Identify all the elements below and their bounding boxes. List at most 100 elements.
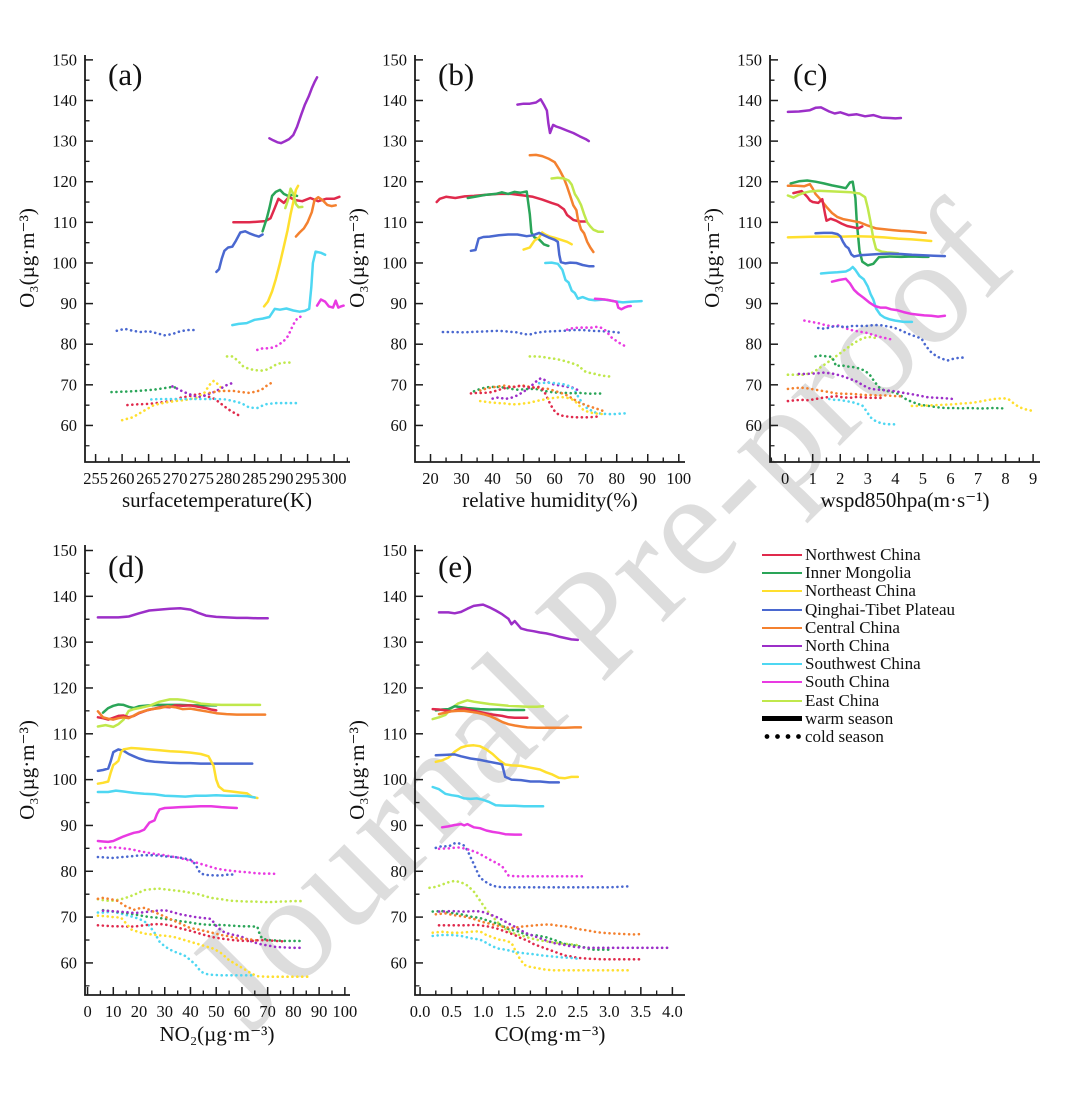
x-tick-label: 275 — [189, 469, 214, 488]
series-c-qinghai-tibet-plateau-warm — [814, 231, 947, 258]
series-d-north-china-warm — [96, 606, 269, 620]
y-tick-label: 80 — [391, 862, 408, 881]
panel-c-yaxis-label: O₃(µg·m⁻³) — [700, 208, 724, 308]
figure-page: { "watermark_text": "Journal Pre-proof",… — [15, 50, 1044, 1059]
series-c-south-china-cold — [803, 319, 894, 341]
series-e-northeast-china-warm — [434, 744, 580, 780]
series-d-east-china-cold — [96, 887, 305, 904]
series-b-northwest-china-warm — [435, 192, 587, 223]
panel-a-xaxis-label: surfacetemperature(K) — [121, 488, 313, 512]
series-d-southwest-china-warm — [96, 789, 257, 799]
series-c-east-china-cold — [786, 335, 881, 376]
series-d-qinghai-tibet-plateau-warm — [96, 748, 254, 773]
x-tick-label: 3 — [864, 469, 872, 488]
series-e-central-china-cold — [434, 912, 643, 936]
panel-e-xaxis-label: CO(mg·m⁻³) — [494, 1022, 606, 1046]
series-d-northeast-china-cold — [96, 914, 313, 978]
x-tick-label: 100 — [332, 1002, 357, 1021]
legend-line-swatch — [762, 554, 802, 557]
y-tick-label: 140 — [52, 91, 77, 110]
x-tick-label: 0.5 — [441, 1002, 462, 1021]
series-c-northeast-china-cold — [910, 396, 1035, 413]
series-d-qinghai-tibet-plateau-cold — [96, 853, 236, 877]
y-tick-label: 60 — [61, 953, 78, 972]
series-d-central-china-cold — [96, 896, 259, 942]
series-d-east-china-warm — [96, 698, 262, 729]
panel-b-yaxis-label: O₃(µg·m⁻³) — [345, 208, 369, 308]
series-c-east-china-warm — [786, 189, 900, 255]
series-b-east-china-warm — [550, 176, 605, 233]
series-a-inner-mongolia-cold — [110, 385, 180, 394]
x-tick-label: 100 — [666, 469, 691, 488]
panel-c-xaxis-label: wspd850hpa(m·s⁻¹) — [820, 488, 990, 512]
axis-frame — [414, 55, 685, 463]
panel-d-title: (d) — [108, 549, 145, 584]
series-e-southwest-china-cold — [431, 933, 580, 961]
series-a-southwest-china-cold — [150, 397, 299, 410]
y-tick-label: 70 — [61, 375, 78, 394]
y-tick-label: 150 — [382, 541, 407, 560]
y-tick-label: 130 — [737, 132, 762, 151]
series-c-northwest-china-warm — [792, 189, 864, 230]
series-c-north-china-cold — [797, 371, 955, 401]
series-c-central-china-warm — [786, 182, 927, 235]
legend-label: cold season — [805, 726, 884, 746]
series-e-northwest-china-cold — [437, 923, 643, 961]
legend-line-swatch — [762, 572, 802, 575]
legend-label: Northwest China — [805, 545, 921, 565]
series-a-east-china-cold — [225, 355, 295, 372]
x-tick-label: 7 — [974, 469, 982, 488]
series-c-south-china-warm — [830, 277, 947, 318]
legend-item: Inner Mongolia — [762, 563, 955, 583]
charts-canvas: 255 260 265 270 275 280 285 290 295 3006070809010… — [52, 50, 1040, 1021]
x-tick-label: 265 — [136, 469, 161, 488]
x-tick-label: 3.5 — [631, 1002, 652, 1021]
x-tick-label: 80 — [608, 469, 625, 488]
panel-a-title: (a) — [108, 57, 143, 92]
legend-label: warm season — [805, 708, 894, 728]
y-tick-label: 80 — [391, 335, 408, 354]
series-c-northwest-china-cold — [786, 394, 886, 403]
series-b-south-china-warm — [593, 297, 632, 311]
legend-dotted-line-swatch — [762, 734, 802, 740]
series-b-east-china-cold — [528, 355, 614, 378]
x-tick-label: 70 — [577, 469, 594, 488]
series-a-inner-mongolia-warm — [261, 188, 299, 233]
panel-e-title: (e) — [438, 549, 473, 584]
y-tick-label: 130 — [52, 633, 77, 652]
series-b-north-china-cold — [491, 377, 580, 401]
series-c-southwest-china-cold — [827, 397, 898, 426]
legend-item: cold season — [762, 726, 955, 746]
panel-b-title: (b) — [438, 57, 475, 92]
series-d-north-china-cold — [101, 908, 305, 950]
y-tick-label: 130 — [382, 633, 407, 652]
y-tick-label: 140 — [52, 587, 77, 606]
y-tick-label: 70 — [746, 375, 763, 394]
x-tick-label: 2.5 — [567, 1002, 588, 1021]
series-d-south-china-warm — [96, 804, 239, 844]
legend-item: South China — [762, 672, 955, 691]
series-b-north-china-warm — [516, 98, 591, 143]
panel-e-plot: 0.0 0.5 1.0 1.5 2.0 2.5 3.0 3.5 4.0 60 70 80 90 100 11… — [382, 541, 685, 1021]
x-tick-label: 90 — [311, 1002, 328, 1021]
x-tick-label: 0.0 — [410, 1002, 431, 1021]
y-tick-label: 110 — [53, 724, 77, 743]
legend-label: Inner Mongolia — [805, 563, 912, 583]
axis-frame — [769, 55, 1040, 463]
y-tick-label: 80 — [61, 862, 78, 881]
y-tick-label: 140 — [737, 91, 762, 110]
y-tick-label: 130 — [52, 132, 77, 151]
y-tick-label: 120 — [737, 172, 762, 191]
legend-item: Qinghai-Tibet Plateau — [762, 600, 955, 619]
x-tick-label: 280 — [216, 469, 241, 488]
legend-item: East China — [762, 690, 955, 710]
y-tick-label: 110 — [383, 213, 407, 232]
legend-item: warm season — [762, 708, 955, 728]
y-tick-label: 70 — [391, 375, 408, 394]
legend-label: Southwest China — [805, 654, 921, 674]
x-tick-label: 285 — [242, 469, 267, 488]
legend-label: East China — [805, 690, 880, 710]
legend-line-swatch — [762, 590, 802, 593]
x-tick-label: 40 — [182, 1002, 199, 1021]
x-tick-label: 0 — [83, 1002, 91, 1021]
